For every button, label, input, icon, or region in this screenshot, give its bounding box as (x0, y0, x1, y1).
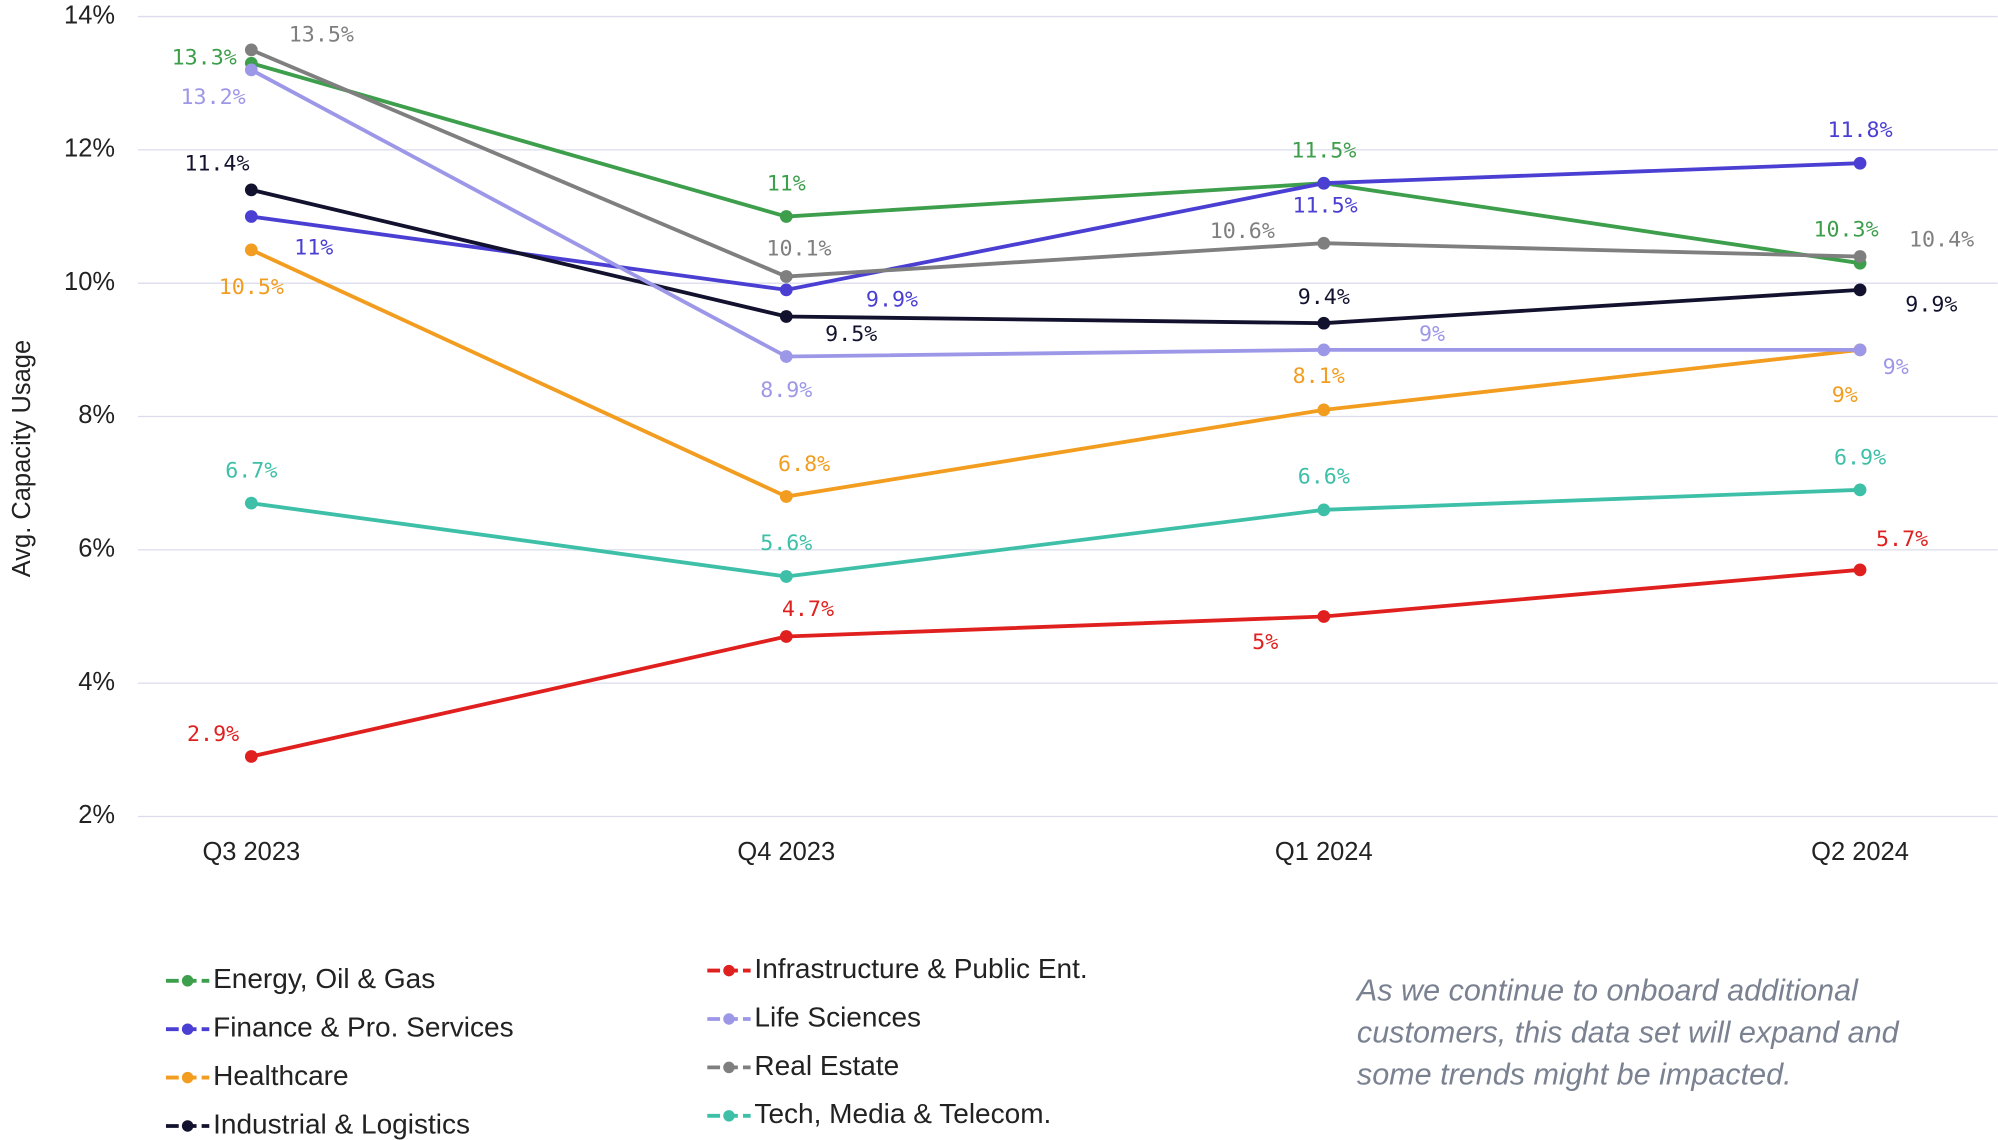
data-point (244, 63, 258, 77)
data-point (779, 350, 793, 363)
series-line (250, 567, 1861, 759)
value-label: 9% (1832, 383, 1858, 408)
x-tick-label: Q1 2024 (1275, 838, 1373, 866)
value-label: 13.2% (181, 85, 246, 110)
legend-swatch-dot (723, 1013, 735, 1025)
y-tick-label: 12% (64, 135, 115, 163)
data-point (1317, 176, 1331, 190)
x-tick-label: Q2 2024 (1811, 838, 1909, 866)
value-label: 5% (1252, 630, 1278, 655)
y-tick-label: 8% (78, 401, 115, 429)
y-tick-label: 10% (64, 268, 115, 296)
legend-label: Energy, Oil & Gas (213, 963, 435, 994)
value-label: 8.1% (1293, 364, 1345, 389)
value-label: 10.4% (1909, 228, 1974, 253)
data-point (1853, 250, 1867, 263)
data-point (1317, 610, 1331, 623)
legend-label: Tech, Media & Telecom. (754, 1098, 1051, 1129)
value-label: 6.9% (1834, 446, 1886, 471)
y-tick-label: 14% (64, 1, 115, 29)
data-point (779, 490, 793, 503)
data-point (1317, 236, 1331, 250)
legend-swatch-dot (181, 975, 194, 987)
legend-label: Real Estate (754, 1050, 899, 1081)
series-line (250, 248, 1861, 499)
value-label: 10.6% (1210, 219, 1275, 244)
value-label: 6.8% (778, 452, 830, 477)
value-label: 4.7% (782, 597, 834, 622)
value-label: 11.5% (1293, 193, 1358, 218)
value-label: 9.9% (866, 288, 918, 313)
legend-label: Finance & Pro. Services (213, 1012, 514, 1043)
value-label: 9.4% (1298, 285, 1350, 310)
value-label: 11% (767, 172, 806, 197)
value-label: 9% (1883, 355, 1909, 380)
data-point (779, 283, 793, 297)
data-point (779, 570, 793, 583)
value-label: 8.9% (760, 378, 812, 403)
data-point (1853, 283, 1867, 297)
value-label: 10.1% (766, 237, 831, 262)
value-label: 10.5% (219, 275, 284, 300)
data-point (779, 210, 793, 223)
data-point (779, 630, 793, 643)
data-point (1317, 403, 1331, 417)
value-label: 5.6% (760, 531, 812, 556)
legend-swatch-dot (723, 1110, 735, 1122)
value-label: 11.8% (1827, 118, 1892, 143)
value-label: 13.5% (289, 23, 354, 48)
series-line (251, 487, 1861, 579)
note: customers, this data set will expand and (1357, 1015, 1900, 1049)
legend-label: Healthcare (213, 1060, 348, 1091)
value-label: 11.5% (1291, 139, 1356, 164)
y-tick-label: 6% (78, 535, 115, 563)
y-tick-label: 2% (78, 801, 115, 829)
value-label: 9% (1419, 322, 1445, 347)
legend-label: Industrial & Logistics (213, 1108, 470, 1139)
legend-swatch-dot (723, 1061, 735, 1074)
data-point (244, 210, 258, 223)
series-line (250, 61, 1861, 266)
data-point (1853, 343, 1867, 357)
y-axis-label: Avg. Capacity Usage (8, 340, 36, 577)
legend-swatch-dot (181, 1071, 194, 1084)
value-label: 2.9% (187, 722, 239, 747)
data-point (1853, 156, 1867, 170)
value-label: 6.7% (225, 458, 277, 483)
data-point (779, 270, 793, 283)
data-point (1853, 483, 1867, 497)
value-label: 10.3% (1813, 218, 1878, 243)
legend-label: Infrastructure & Public Ent. (754, 953, 1087, 984)
x-tick-label: Q4 2023 (737, 838, 835, 866)
data-point (1317, 343, 1331, 357)
y-tick-label: 4% (78, 668, 115, 696)
x-tick-label: Q3 2023 (202, 838, 300, 866)
value-label: 11% (294, 235, 333, 260)
series-line (250, 188, 1861, 326)
data-point (244, 496, 258, 510)
value-label: 6.6% (1298, 465, 1350, 490)
data-point (244, 183, 258, 197)
data-point (1853, 563, 1867, 577)
legend-swatch-dot (181, 1023, 194, 1035)
value-label: 13.3% (172, 46, 237, 71)
data-point (244, 43, 258, 57)
value-label: 11.4% (184, 151, 249, 176)
note: As we continue to onboard additional (1355, 973, 1859, 1007)
value-label: 9.5% (825, 322, 877, 347)
data-point (244, 243, 258, 257)
data-point (779, 310, 793, 323)
value-label: 9.9% (1905, 293, 1957, 318)
legend-swatch-dot (181, 1120, 194, 1132)
data-point (1317, 503, 1331, 517)
data-point (244, 750, 258, 763)
value-label: 5.7% (1876, 527, 1928, 552)
legend-swatch-dot (723, 964, 735, 977)
note: some trends might be impacted. (1357, 1057, 1792, 1091)
series-line (250, 48, 1861, 279)
data-point (1317, 316, 1331, 330)
series-line (250, 68, 1861, 359)
legend-label: Life Sciences (754, 1001, 921, 1032)
